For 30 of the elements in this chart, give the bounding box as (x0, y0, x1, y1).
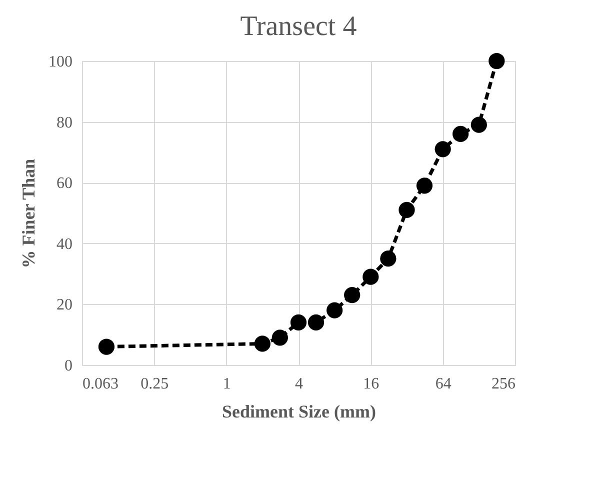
point (344, 287, 360, 304)
point (398, 202, 415, 218)
point (452, 126, 469, 142)
point (308, 314, 324, 330)
x-tick-label: 4 (295, 376, 303, 392)
x-axis-title: Sediment Size (mm) (222, 402, 376, 422)
point (362, 268, 379, 285)
point (272, 330, 288, 346)
point (434, 141, 451, 158)
y-tick-label: 100 (48, 54, 72, 70)
y-tick-label: 60 (56, 175, 72, 192)
x-tick-label: 0.063 (82, 376, 118, 392)
y-tick-label: 80 (56, 114, 72, 132)
y-tick-label: 0 (64, 358, 72, 374)
point (380, 250, 396, 267)
point (416, 178, 433, 194)
point (470, 116, 487, 133)
x-tick-label: 256 (492, 376, 516, 392)
x-tick-label: 16 (363, 376, 380, 392)
y-axis-title: % Finer Than (18, 158, 38, 268)
point (290, 314, 307, 330)
chart-title: Transect 4 (240, 10, 357, 42)
point (488, 52, 505, 70)
y-tick-label: 20 (56, 296, 72, 314)
point (254, 336, 270, 352)
x-tick-label: 0.25 (140, 376, 169, 392)
x-tick-label: 1 (222, 376, 231, 392)
y-tick-label: 40 (56, 236, 72, 253)
point (326, 302, 343, 318)
x-tick-label: 64 (435, 376, 452, 392)
